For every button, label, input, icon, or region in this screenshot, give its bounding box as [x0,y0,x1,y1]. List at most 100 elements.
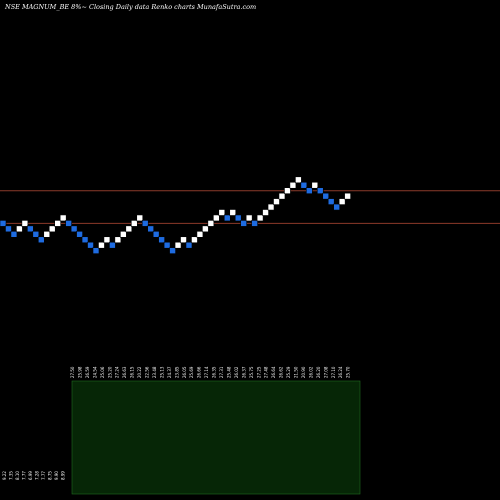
volume-labels: 9.22 7.35 8.10 7.77 6.99 7.28 7.77 8.75 9.90 8.99… [2,366,351,480]
volume-area [71,380,361,495]
volume-label: 26.15 [130,366,135,378]
volume-label: 7.77 [41,471,46,480]
volume-label: 25.29 [286,366,291,378]
volume-label: 26.05 [182,366,187,378]
renko-brick-down [10,231,18,238]
volume-label: 25.06 [100,366,105,378]
volume-label: 25.69 [189,366,194,378]
renko-brick-up [136,214,144,222]
volume-label: 27.08 [323,366,328,378]
renko-brick-down [185,241,193,249]
volume-label: 24.54 [92,366,97,378]
renko-brick-up [311,181,319,189]
volume-label: 21.50 [294,366,299,378]
renko-brick-up [54,220,62,227]
renko-brick-up [98,241,105,249]
volume-label: 27.48 [264,366,269,378]
renko-brick-down [333,203,340,211]
renko-brick-up [196,231,204,238]
renko-brick-down [251,220,258,227]
renko-bricks [0,176,351,254]
renko-brick-down [81,236,89,244]
renko-brick-up [120,231,127,238]
renko-brick-down [234,214,242,222]
renko-brick-down [147,225,154,233]
volume-label: 7.77 [22,471,27,480]
volume-label: 23.85 [174,366,179,378]
volume-label: 26.63 [122,366,127,378]
volume-label: 27.25 [256,366,261,378]
renko-brick-up [295,176,302,184]
volume-label: 26.35 [212,366,217,378]
volume-label: 26.02 [308,366,313,378]
renko-brick-down [32,231,40,238]
renko-brick-up [114,236,122,244]
renko-brick-down [5,225,12,233]
renko-brick-up [262,209,269,216]
renko-brick-up [218,209,226,216]
volume-label: 27.50 [70,366,75,378]
volume-label: 25.48 [226,366,231,378]
renko-brick-down [300,181,308,189]
renko-brick-up [21,220,29,227]
volume-label: 26.64 [271,366,276,378]
volume-label: 26.62 [279,366,284,378]
volume-label: 26.20 [316,366,321,378]
renko-brick-up [174,241,182,249]
renko-brick-down [87,241,94,249]
renko-brick-up [16,225,23,233]
volume-label: 26.59 [85,366,90,378]
volume-label: 26.37 [241,366,246,378]
volume-label: 9.90 [54,471,59,480]
volume-label: 27.10 [331,366,336,378]
volume-label: 9.22 [2,471,7,480]
renko-brick-down [327,198,335,205]
renko-brick-up [125,225,133,233]
renko-brick-up [278,192,286,200]
renko-brick-up [103,236,111,244]
renko-brick-up [202,225,209,233]
volume-label: 20.90 [301,366,306,378]
renko-brick-up [245,214,253,222]
renko-brick-up [344,192,351,200]
volume-label: 7.35 [9,471,14,480]
renko-brick-up [289,181,297,189]
volume-label: 25.98 [77,366,82,378]
volume-label: 8.10 [15,471,20,480]
renko-brick-up [207,220,215,227]
renko-brick-down [163,241,171,249]
volume-panel: 9.22 7.35 8.10 7.77 6.99 7.28 7.77 8.75 9.90 8.99… [2,366,361,495]
renko-brick-down [322,192,330,200]
chart-title: NSE MAGNUM_BE 8%~ Closing Daily data Ren… [4,3,256,11]
renko-brick-down [27,225,34,233]
volume-label: 25.20 [107,366,112,378]
renko-brick-down [65,220,72,227]
renko-brick-down [158,236,165,244]
renko-brick-down [240,220,247,227]
volume-label: 8.75 [48,471,53,480]
renko-brick-up [229,209,237,216]
renko-brick-down [141,220,149,227]
volume-label: 23.48 [152,366,157,378]
volume-label: 7.28 [35,471,40,480]
renko-brick-down [37,236,45,244]
renko-brick-up [256,214,264,222]
volume-label: 8.99 [61,471,66,480]
renko-brick-up [338,198,346,205]
volume-label: 26.66 [197,366,202,378]
volume-label: 27.31 [219,366,224,378]
volume-label: 6.99 [28,471,33,480]
renko-brick-down [223,214,231,222]
volume-label: 27.14 [204,366,209,378]
level-lines [0,190,500,224]
renko-brick-up [130,220,138,227]
renko-brick-up [213,214,220,222]
renko-brick-up [48,225,56,233]
volume-label: 20.22 [137,366,142,378]
renko-brick-down [169,247,176,254]
volume-label: 25.75 [249,366,254,378]
volume-label: 22.56 [145,366,150,378]
renko-brick-down [306,187,313,194]
renko-brick-down [92,247,100,254]
